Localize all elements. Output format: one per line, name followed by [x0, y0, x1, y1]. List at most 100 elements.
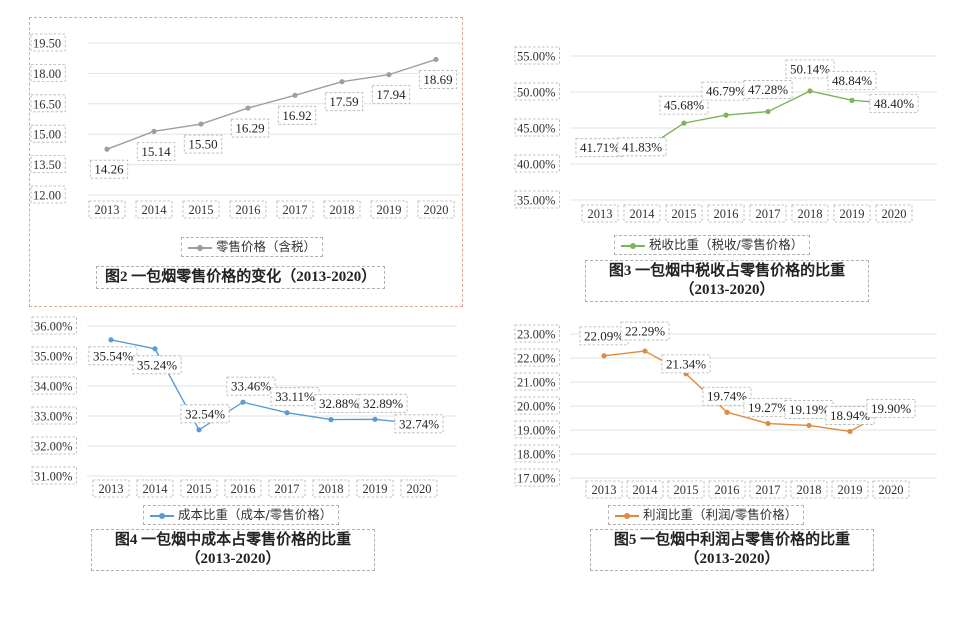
data-label: 19.90% — [871, 401, 911, 416]
x-tick-label: 2016 — [231, 482, 256, 496]
caption-figure-5: 图5 一包烟中利润占零售价格的比重 （2013-2020） — [590, 529, 874, 571]
y-tick-label: 34.00% — [34, 380, 73, 394]
legend-label: 零售价格（含税） — [216, 239, 317, 254]
y-tick-label: 18.00 — [33, 67, 61, 81]
data-point — [152, 346, 158, 352]
data-label-box — [418, 70, 458, 89]
data-label: 50.14% — [790, 61, 830, 76]
data-point — [198, 121, 204, 127]
data-point — [196, 427, 202, 433]
y-tick-box — [31, 376, 77, 395]
x-tick-label: 2016 — [714, 207, 739, 221]
data-label-box — [132, 355, 182, 375]
data-point — [723, 112, 729, 118]
legend-marker-icon — [188, 243, 212, 253]
data-label: 21.34% — [666, 356, 706, 371]
data-label-box — [277, 105, 317, 125]
data-label: 17.59 — [329, 94, 358, 109]
x-tick-box — [323, 200, 361, 219]
chart-panel-retail-price: 19.50 18.00 16.50 15.00 13.50 12.00 2013 2014 20… — [29, 17, 463, 307]
data-label-box — [659, 95, 709, 115]
data-label: 46.79% — [706, 84, 746, 99]
data-point — [642, 348, 648, 354]
x-tick-label: 2014 — [630, 207, 656, 221]
x-tick-label: 2015 — [672, 207, 697, 221]
y-tick-label: 22.00% — [517, 352, 556, 366]
data-label: 22.09% — [584, 328, 624, 343]
data-point — [284, 410, 290, 416]
data-label-box — [270, 387, 320, 407]
caption-figure-2: 图2 一包烟零售价格的变化（2013-2020） — [96, 266, 386, 289]
data-label: 48.84% — [832, 73, 872, 88]
x-tick-label: 2017 — [283, 203, 308, 217]
x-tick-box — [585, 480, 623, 499]
y-tick-box — [514, 46, 560, 65]
y-tick-box — [30, 64, 66, 82]
y-tick-box — [31, 466, 77, 485]
x-tick-box — [136, 479, 174, 498]
x-tick-box — [707, 204, 745, 223]
data-point — [765, 420, 771, 427]
y-tick-box — [514, 444, 560, 463]
y-tick-box — [31, 436, 77, 455]
data-label: 41.83% — [622, 139, 662, 154]
data-label: 17.94 — [376, 87, 406, 102]
y-tick-box — [30, 124, 66, 143]
y-tick-box — [514, 396, 560, 415]
chart-panel-profit-share: 23.00% 22.00% 21.00% 20.00% 19.00% 18.00% 17.0… — [512, 318, 942, 586]
data-label: 32.89% — [363, 396, 403, 411]
data-label: 32.74% — [399, 416, 439, 431]
data-label-box — [661, 354, 711, 374]
x-tick-box — [749, 480, 787, 499]
x-tick-box — [400, 479, 438, 498]
data-label-box — [784, 400, 834, 419]
x-tick-box — [790, 480, 828, 499]
x-tick-label: 2014 — [143, 482, 169, 496]
data-label: 48.40% — [874, 96, 914, 111]
x-tick-label: 2020 — [882, 207, 907, 221]
x-tick-label: 2015 — [189, 203, 214, 217]
data-point — [240, 399, 246, 405]
x-tick-label: 2015 — [674, 483, 699, 497]
x-tick-box — [833, 204, 871, 223]
x-tick-label: 2016 — [715, 483, 740, 497]
x-tick-label: 2018 — [798, 207, 823, 221]
y-tick-label: 31.00% — [34, 470, 73, 484]
x-tick-box — [180, 479, 218, 498]
x-tick-label: 2016 — [236, 203, 261, 217]
legend-marker-icon — [621, 241, 645, 251]
data-point — [245, 105, 251, 111]
x-tick-label: 2018 — [319, 482, 344, 496]
legend-tax-share: 税收比重（税收/零售价格） — [614, 235, 811, 255]
data-point — [806, 422, 812, 429]
y-tick-label: 16.50 — [33, 97, 61, 111]
chart-panel-cost-share: 36.00% 35.00% 34.00% 33.00% 32.00% 31.00% 2013… — [29, 316, 461, 586]
data-label-box — [743, 80, 793, 99]
x-tick-label: 2017 — [275, 482, 300, 496]
data-label: 22.29% — [625, 324, 665, 339]
y-tick-label: 13.50 — [33, 158, 61, 172]
data-label: 35.24% — [137, 357, 177, 372]
x-tick-box — [229, 200, 267, 219]
data-label-box — [136, 141, 176, 161]
data-label-box — [743, 398, 793, 417]
x-tick-box — [370, 200, 408, 219]
y-tick-label: 55.00% — [517, 50, 556, 64]
data-label: 18.69 — [423, 72, 452, 87]
x-tick-box — [312, 479, 350, 498]
data-label-box — [183, 134, 223, 154]
x-tick-box — [791, 204, 829, 223]
caption-line-1: 图4 一包烟中成本占零售价格的比重 — [114, 532, 352, 548]
data-point — [765, 108, 771, 115]
y-tick-label: 17.00% — [517, 472, 556, 486]
x-tick-label: 2019 — [363, 482, 388, 496]
y-tick-label: 12.00 — [33, 189, 61, 203]
data-point — [601, 353, 607, 359]
caption-line-1: 图3 一包烟中税收占零售价格的比重 — [608, 263, 846, 279]
series-line — [106, 58, 437, 150]
x-tick-label: 2017 — [756, 207, 781, 221]
y-tick-box — [31, 406, 77, 425]
data-label-box — [617, 137, 667, 157]
y-tick-box — [30, 94, 66, 113]
legend-profit-share: 利润比重（利润/零售价格） — [608, 505, 805, 525]
